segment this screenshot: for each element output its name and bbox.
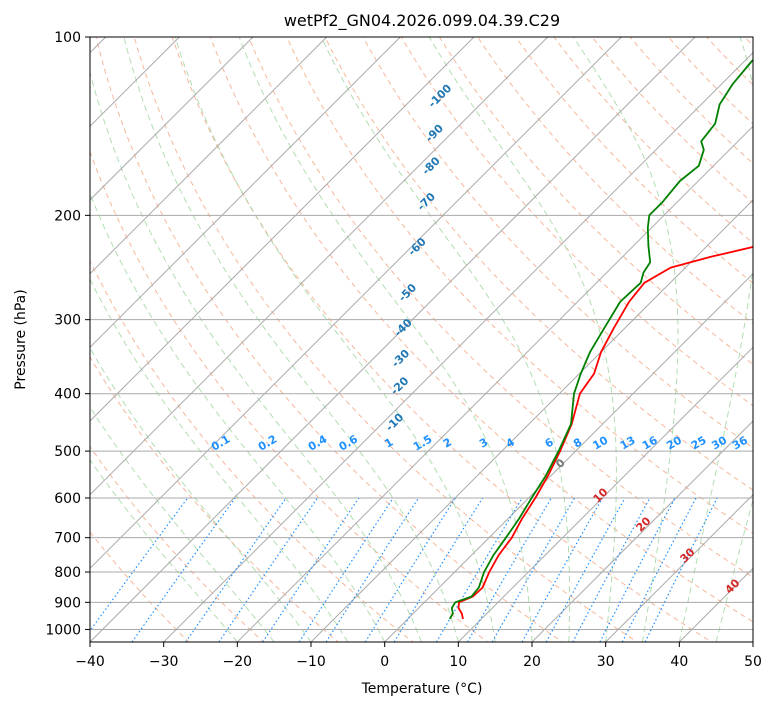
mixing-ratio-line	[599, 497, 676, 642]
isotherm-gridline	[90, 37, 254, 201]
x-tick-label: −30	[149, 654, 179, 670]
moist-adiabat-line	[428, 37, 617, 642]
x-tick-label: 30	[597, 654, 615, 670]
mixing-ratio-line	[644, 497, 718, 642]
y-tick-label: 800	[54, 565, 81, 581]
mixing-ratio-line	[90, 497, 189, 632]
y-tick-label: 200	[54, 208, 81, 224]
plot-frame	[89, 36, 754, 643]
moist-adiabat-line	[90, 406, 275, 642]
y-tick-label: 100	[54, 30, 81, 46]
isotherm-gridline	[236, 125, 753, 642]
moist-adiabat-line	[90, 70, 422, 642]
y-tick-label: 400	[54, 387, 81, 403]
dry-adiabat-line	[90, 150, 489, 642]
mixing-ratio-line	[262, 497, 360, 642]
dry-adiabat-line	[209, 37, 753, 623]
x-axis-label: Temperature (°C)	[361, 681, 483, 697]
isotherm-gridline	[90, 37, 622, 570]
y-tick-label: 300	[54, 313, 81, 329]
dry-adiabat-line	[515, 37, 753, 284]
isotherm-gridline	[310, 199, 753, 642]
dry-adiabat-line	[286, 37, 753, 534]
y-tick-label: 700	[54, 531, 81, 547]
plot-background	[90, 37, 753, 642]
isotherm-gridline	[90, 37, 549, 496]
mixing-ratio-line	[393, 497, 484, 642]
dewpoint-trace	[448, 58, 753, 620]
temperature-trace	[457, 246, 753, 620]
mixing-ratio-line	[545, 497, 626, 642]
x-tick-label: 50	[744, 654, 762, 670]
dry-adiabat-line	[90, 259, 414, 642]
isotherm-gridline	[457, 346, 753, 642]
moist-adiabat-line	[678, 37, 753, 642]
moist-adiabat-line	[572, 37, 679, 642]
x-tick-label: −10	[296, 654, 326, 670]
moist-adiabat-line	[90, 192, 386, 642]
isotherm-gridline	[752, 641, 753, 642]
x-tick-label: −40	[75, 654, 105, 670]
isotherm-gridline	[90, 37, 401, 349]
mixing-ratio-line	[572, 497, 651, 642]
moist-adiabat-line	[90, 459, 238, 642]
mixing-ratio-line	[621, 497, 697, 642]
moist-adiabat-line	[320, 37, 571, 642]
dry-adiabat-line	[133, 37, 638, 642]
dry-adiabat-line	[90, 356, 340, 642]
dry-adiabat-line	[770, 24, 775, 649]
y-axis-label: Pressure (hPa)	[13, 289, 29, 389]
x-tick-label: 0	[380, 654, 389, 670]
isotherm-gridline	[90, 37, 696, 642]
moist-adiabat-line	[90, 278, 349, 642]
isotherm-gridline	[90, 37, 475, 422]
moist-adiabat-line	[123, 37, 459, 642]
dry-adiabat-line	[324, 37, 753, 491]
x-tick-label: −20	[223, 654, 253, 670]
moist-adiabat-line	[238, 37, 533, 642]
x-tick-label: 40	[670, 654, 688, 670]
isotherm-gridline	[605, 493, 753, 642]
x-tick-label: 20	[523, 654, 541, 670]
dry-adiabat-line	[248, 37, 753, 578]
dry-adiabat-line	[171, 37, 713, 642]
mixing-ratio-line	[364, 497, 456, 642]
dry-adiabat-line	[438, 37, 753, 366]
isotherm-gridline	[531, 420, 753, 642]
dry-adiabat-line	[95, 37, 564, 642]
y-tick-label: 1000	[45, 622, 81, 638]
y-tick-label: 900	[54, 595, 81, 611]
moist-adiabat-line	[174, 37, 496, 642]
isotherm-gridline	[384, 272, 753, 642]
mixing-ratio-line	[435, 497, 523, 642]
y-tick-label: 500	[54, 444, 81, 460]
chart-title: wetPf2_GN04.2026.099.04.39.C29	[284, 11, 560, 31]
y-tick-label: 600	[54, 491, 81, 507]
moist-adiabat-line	[715, 497, 753, 642]
isotherm-gridline	[163, 51, 753, 642]
mixing-ratio-line	[131, 497, 236, 642]
x-tick-label: 10	[449, 654, 467, 670]
isotherm-gridline	[90, 37, 328, 275]
